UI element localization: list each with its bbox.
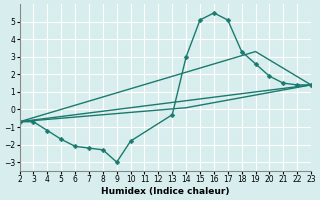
X-axis label: Humidex (Indice chaleur): Humidex (Indice chaleur) xyxy=(101,187,229,196)
